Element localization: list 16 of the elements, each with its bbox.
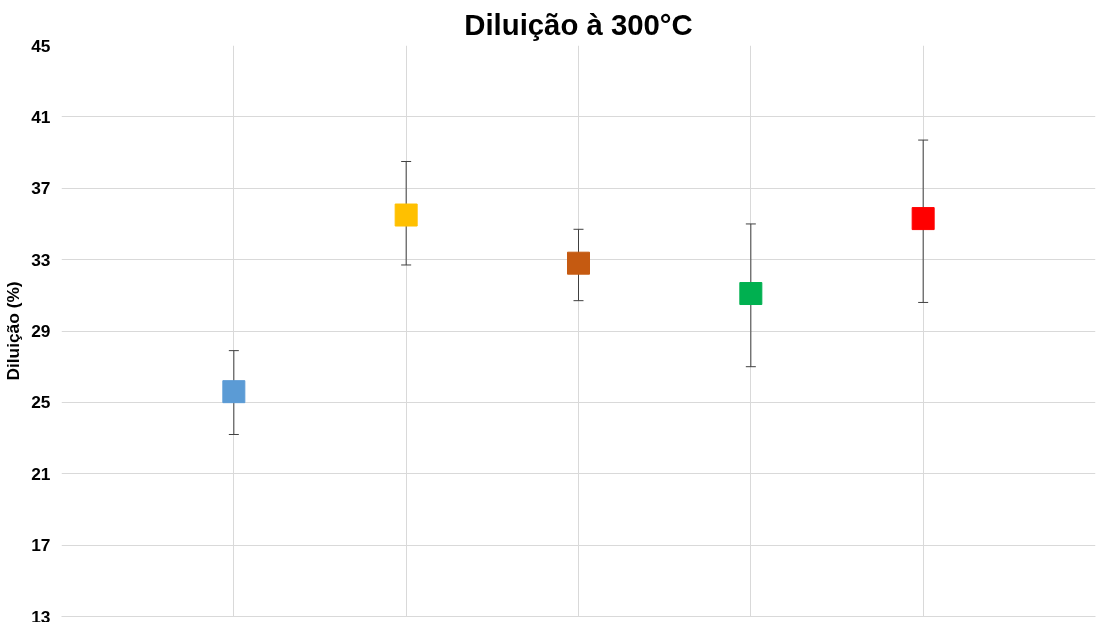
- point: [567, 251, 590, 275]
- point: [394, 203, 418, 227]
- y-tick-label: 37: [31, 178, 51, 199]
- chart-title: Diluição à 300°C: [464, 7, 693, 41]
- y-tick-label: 21: [31, 463, 51, 484]
- y-tick-label: 45: [31, 35, 51, 56]
- point: [911, 207, 935, 231]
- y-tick-label: 17: [31, 535, 51, 556]
- y-axis-title: Diluição (%): [3, 281, 24, 381]
- y-tick-label: 29: [31, 321, 51, 341]
- y-tick-label: 33: [31, 249, 51, 270]
- point: [739, 282, 763, 306]
- y-tick-label: 41: [31, 106, 51, 127]
- y-tick-label: 13: [31, 606, 51, 627]
- y-tick-label: 25: [31, 392, 51, 413]
- point: [222, 380, 246, 404]
